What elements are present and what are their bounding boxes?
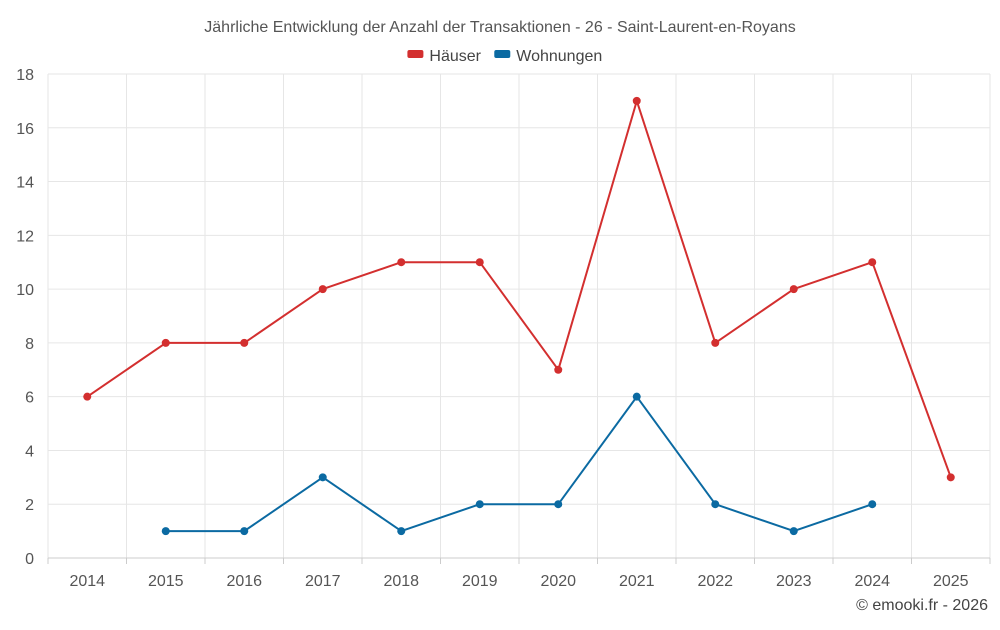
y-tick-label: 12: [16, 228, 34, 245]
data-point-wohnungen: [318, 473, 327, 482]
x-tick-label: 2024: [854, 573, 890, 590]
data-point-wohnungen: [789, 527, 798, 536]
x-tick-label: 2014: [69, 573, 105, 590]
data-point-h-user: [240, 338, 249, 347]
x-tick-label: 2020: [540, 573, 576, 590]
data-point-wohnungen: [475, 500, 484, 509]
data-point-h-user: [161, 338, 170, 347]
y-tick-label: 6: [25, 390, 34, 407]
data-point-h-user: [711, 338, 720, 347]
data-point-wohnungen: [397, 527, 406, 536]
y-tick-label: 18: [16, 67, 34, 84]
data-point-wohnungen: [161, 527, 170, 536]
data-point-wohnungen: [868, 500, 877, 509]
y-tick-label: 10: [16, 282, 34, 299]
series-line-wohnungen: [165, 395, 873, 533]
x-tick-label: 2022: [697, 573, 733, 590]
data-point-wohnungen: [554, 500, 563, 509]
data-point-wohnungen: [711, 500, 720, 509]
x-tick-label: 2018: [383, 573, 419, 590]
x-tick-label: 2019: [462, 573, 498, 590]
x-tick-label: 2023: [776, 573, 812, 590]
y-tick-label: 2: [25, 497, 34, 514]
data-point-h-user: [632, 96, 641, 105]
legend-label-h-user: Häuser: [429, 48, 481, 65]
y-tick-label: 0: [25, 551, 34, 568]
y-tick-label: 16: [16, 121, 34, 138]
x-tick-label: 2016: [226, 573, 262, 590]
chart-title: Jährliche Entwicklung der Anzahl der Tra…: [204, 19, 795, 36]
legend: Häuser Wohnungen: [407, 48, 602, 65]
data-point-h-user: [946, 473, 955, 482]
series: [83, 96, 955, 536]
y-tick-label: 8: [25, 336, 34, 353]
data-point-h-user: [868, 258, 877, 267]
data-point-h-user: [554, 365, 563, 374]
data-point-h-user: [475, 258, 484, 267]
data-point-wohnungen: [632, 392, 641, 401]
x-tick-label: 2017: [305, 573, 341, 590]
x-tick-label: 2021: [619, 573, 655, 590]
y-tick-label: 4: [25, 443, 34, 460]
legend-swatch-h-user: [407, 50, 424, 58]
legend-swatch-wohnungen: [494, 50, 511, 58]
data-point-h-user: [397, 258, 406, 267]
credit-text: © emooki.fr - 2026: [856, 597, 988, 614]
data-point-h-user: [83, 392, 92, 401]
x-tick-label: 2025: [933, 573, 969, 590]
x-tick-label: 2015: [148, 573, 184, 590]
data-point-h-user: [789, 285, 798, 294]
data-point-h-user: [318, 285, 327, 294]
y-tick-label: 14: [16, 175, 34, 192]
axes: 0 2 4 6 8 10 12 14 16 18 2014 2015 2016 2017 2018 2019 2…: [16, 67, 991, 590]
data-point-wohnungen: [240, 527, 249, 536]
legend-label-wohnungen: Wohnungen: [516, 48, 602, 65]
series-line-h-user: [86, 99, 952, 478]
